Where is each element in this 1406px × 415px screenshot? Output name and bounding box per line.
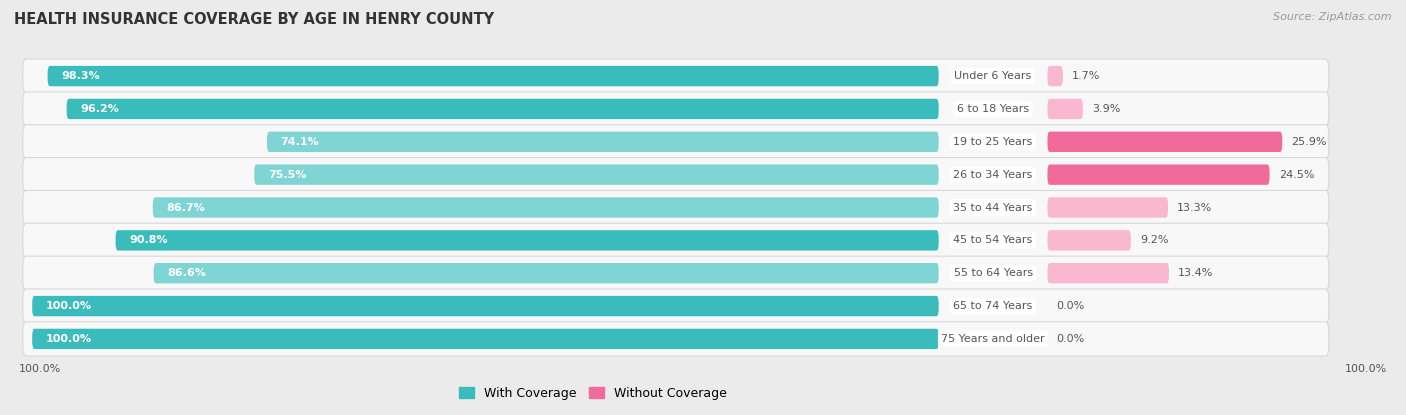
Text: 90.8%: 90.8% bbox=[129, 235, 167, 245]
Text: Source: ZipAtlas.com: Source: ZipAtlas.com bbox=[1274, 12, 1392, 22]
FancyBboxPatch shape bbox=[22, 190, 1329, 225]
Text: 26 to 34 Years: 26 to 34 Years bbox=[953, 170, 1032, 180]
Text: HEALTH INSURANCE COVERAGE BY AGE IN HENRY COUNTY: HEALTH INSURANCE COVERAGE BY AGE IN HENR… bbox=[14, 12, 494, 27]
Text: 1.7%: 1.7% bbox=[1071, 71, 1101, 81]
FancyBboxPatch shape bbox=[267, 132, 939, 152]
Text: 75.5%: 75.5% bbox=[269, 170, 307, 180]
FancyBboxPatch shape bbox=[22, 256, 1329, 290]
FancyBboxPatch shape bbox=[254, 164, 939, 185]
Text: 9.2%: 9.2% bbox=[1140, 235, 1168, 245]
FancyBboxPatch shape bbox=[32, 329, 939, 349]
Text: 0.0%: 0.0% bbox=[1056, 334, 1085, 344]
FancyBboxPatch shape bbox=[1047, 230, 1130, 251]
Text: 6 to 18 Years: 6 to 18 Years bbox=[957, 104, 1029, 114]
Legend: With Coverage, Without Coverage: With Coverage, Without Coverage bbox=[458, 387, 727, 400]
FancyBboxPatch shape bbox=[1047, 132, 1282, 152]
FancyBboxPatch shape bbox=[66, 99, 939, 119]
Text: 100.0%: 100.0% bbox=[46, 334, 91, 344]
FancyBboxPatch shape bbox=[22, 158, 1329, 192]
Text: 35 to 44 Years: 35 to 44 Years bbox=[953, 203, 1032, 212]
FancyBboxPatch shape bbox=[22, 322, 1329, 356]
Text: 55 to 64 Years: 55 to 64 Years bbox=[953, 268, 1032, 278]
Text: 98.3%: 98.3% bbox=[62, 71, 100, 81]
Text: 13.3%: 13.3% bbox=[1177, 203, 1212, 212]
FancyBboxPatch shape bbox=[1047, 197, 1168, 218]
FancyBboxPatch shape bbox=[22, 92, 1329, 126]
FancyBboxPatch shape bbox=[115, 230, 939, 251]
Text: Under 6 Years: Under 6 Years bbox=[955, 71, 1032, 81]
Text: 100.0%: 100.0% bbox=[1346, 364, 1388, 374]
FancyBboxPatch shape bbox=[32, 296, 939, 316]
Text: 100.0%: 100.0% bbox=[46, 301, 91, 311]
FancyBboxPatch shape bbox=[1047, 66, 1063, 86]
Text: 96.2%: 96.2% bbox=[80, 104, 120, 114]
Text: 74.1%: 74.1% bbox=[281, 137, 319, 147]
Text: 13.4%: 13.4% bbox=[1178, 268, 1213, 278]
FancyBboxPatch shape bbox=[48, 66, 939, 86]
FancyBboxPatch shape bbox=[153, 197, 939, 218]
Text: 19 to 25 Years: 19 to 25 Years bbox=[953, 137, 1032, 147]
FancyBboxPatch shape bbox=[22, 289, 1329, 323]
Text: 65 to 74 Years: 65 to 74 Years bbox=[953, 301, 1032, 311]
FancyBboxPatch shape bbox=[22, 223, 1329, 257]
FancyBboxPatch shape bbox=[1047, 164, 1270, 185]
Text: 86.6%: 86.6% bbox=[167, 268, 207, 278]
FancyBboxPatch shape bbox=[22, 124, 1329, 159]
Text: 45 to 54 Years: 45 to 54 Years bbox=[953, 235, 1032, 245]
FancyBboxPatch shape bbox=[1047, 263, 1168, 283]
Text: 3.9%: 3.9% bbox=[1092, 104, 1121, 114]
Text: 25.9%: 25.9% bbox=[1291, 137, 1327, 147]
FancyBboxPatch shape bbox=[22, 59, 1329, 93]
Text: 86.7%: 86.7% bbox=[166, 203, 205, 212]
FancyBboxPatch shape bbox=[153, 263, 939, 283]
Text: 0.0%: 0.0% bbox=[1056, 301, 1085, 311]
Text: 75 Years and older: 75 Years and older bbox=[941, 334, 1045, 344]
Text: 100.0%: 100.0% bbox=[18, 364, 60, 374]
Text: 24.5%: 24.5% bbox=[1278, 170, 1315, 180]
FancyBboxPatch shape bbox=[1047, 99, 1083, 119]
